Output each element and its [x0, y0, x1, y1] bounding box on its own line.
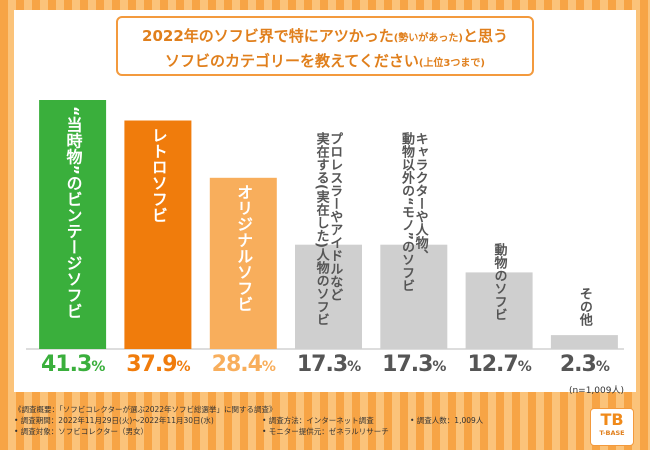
category-label-2: レトロソフビ	[148, 126, 168, 346]
value-label-5: 17.3%	[382, 352, 446, 377]
value-label-4: 17.3%	[296, 352, 361, 377]
survey-overview: 《調査概要：「ソフビコレクターが選ぶ2022年ソフビ総選挙」に関する調査》	[14, 405, 277, 414]
category-label-4-line-1: プロレスラーやアイドルなど	[327, 132, 343, 301]
value-label-6: 12.7%	[467, 352, 531, 377]
title-line-1-main: 2022年のソフビ界で特にアツかった	[142, 27, 394, 45]
title-line-2: ソフビのカテゴリーを教えてください(上位3つまで)	[118, 50, 532, 71]
category-label-6: 動物のソフビ	[491, 243, 507, 345]
title-line-2-main: ソフビのカテゴリーを教えてください	[165, 52, 419, 70]
survey-footer: 《調査概要：「ソフビコレクターが選ぶ2022年ソフビ総選挙」に関する調査》 • …	[14, 404, 624, 437]
footer-row-1: 《調査概要：「ソフビコレクターが選ぶ2022年ソフビ総選挙」に関する調査》	[14, 404, 624, 415]
category-label-1: “当時物”のビンテージソフビ	[63, 106, 83, 345]
bar-6	[465, 272, 533, 349]
bar-1	[39, 100, 107, 349]
title-line-1: 2022年のソフビ界で特にアツかった(勢いがあった)と思う	[118, 25, 532, 46]
bar-5	[380, 244, 448, 349]
value-label-2: 37.9%	[126, 352, 190, 377]
survey-respondents: • 調査人数：1,009人	[410, 416, 484, 425]
category-label-4: プロレスラーやアイドルなど 実在する(実在した)人物のソフビ	[313, 132, 343, 345]
category-label-5-line-1: キャラクターや人物、	[412, 132, 428, 262]
tbase-logo-text: T-BASE	[599, 429, 625, 437]
category-label-3-line-1: オリジナルソフビ	[234, 183, 254, 312]
sample-size-note: (n=1,009人)	[568, 386, 624, 396]
category-label-7: その他	[576, 287, 592, 345]
bar-4	[295, 244, 362, 349]
bar-7	[550, 335, 618, 349]
survey-period: • 調査期間：2022年11月29日(火)～2022年11月30日(水)	[14, 416, 214, 425]
category-label-1-line-1: “当時物”のビンテージソフビ	[63, 106, 83, 320]
chart-title-box: 2022年のソフビ界で特にアツかった(勢いがあった)と思う ソフビのカテゴリーを…	[116, 16, 534, 76]
footer-row-2: • 調査期間：2022年11月29日(火)～2022年11月30日(水) • 調…	[14, 415, 624, 426]
category-label-2-line-1: レトロソフビ	[148, 126, 168, 223]
category-label-4-line-2: 実在する(実在した)人物のソフビ	[313, 132, 329, 326]
value-label-7: 2.3%	[559, 352, 610, 377]
category-label-3: オリジナルソフビ	[234, 183, 254, 345]
survey-provider: • モニター提供元：ゼネラルリサーチ	[262, 427, 389, 436]
value-label-1: 41.3%	[41, 352, 105, 377]
survey-target: • 調査対象：ソフビコレクター（男女）	[14, 427, 149, 436]
category-label-6-line-1: 動物のソフビ	[491, 243, 507, 321]
tbase-logo-mark: TB	[600, 410, 624, 429]
category-label-5-line-2: 動物以外の“モノ”のソフビ	[398, 132, 414, 293]
category-label-5: キャラクターや人物、 動物以外の“モノ”のソフビ	[398, 132, 428, 345]
footer-row-3: • 調査対象：ソフビコレクター（男女） • モニター提供元：ゼネラルリサーチ	[14, 426, 624, 437]
category-label-7-line-1: その他	[576, 287, 592, 326]
survey-method: • 調査方法：インターネット調査	[262, 416, 374, 425]
tbase-logo: TB T-BASE	[590, 408, 634, 446]
title-line-2-note: (上位3つまで)	[418, 58, 485, 69]
bar-3	[209, 177, 277, 349]
value-label-3: 28.4%	[211, 352, 276, 377]
title-line-1-tail: と思う	[462, 27, 508, 45]
title-line-1-note: (勢いがあった)	[393, 33, 463, 44]
bar-2	[124, 120, 192, 349]
